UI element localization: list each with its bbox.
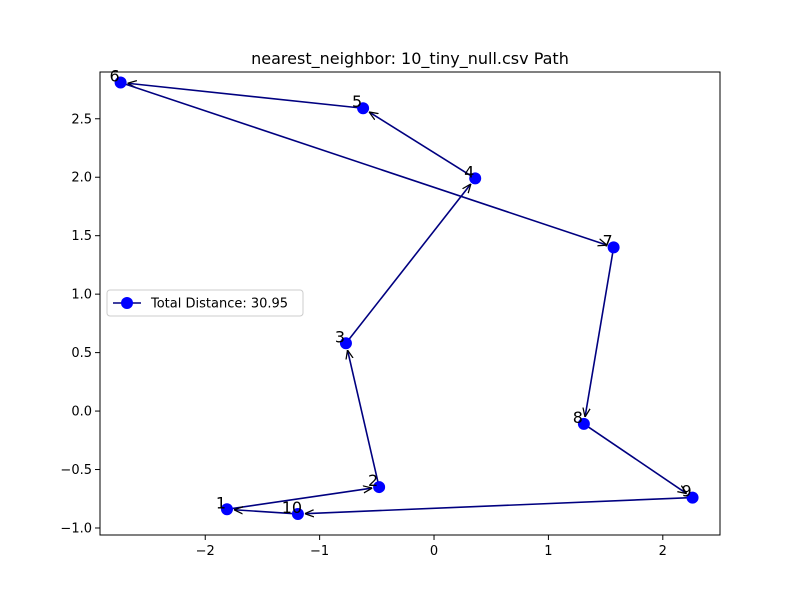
path-segment	[585, 247, 615, 417]
legend-box	[106, 289, 304, 317]
data-point	[339, 337, 352, 350]
data-point	[291, 507, 304, 520]
y-tick-label: 2.5	[71, 112, 92, 127]
data-point	[686, 491, 699, 504]
y-tick-label: 1.5	[71, 229, 92, 244]
path-segment	[128, 83, 364, 110]
plot-area: −2 −1 0 1 2 −1.0 −0.5 0.0 0.5 1.0 1.5 2.0 2.5 1 2 3 4 5 6 7…	[60, 67, 721, 559]
point-label: 6	[109, 67, 119, 86]
x-tick-label: 1	[544, 544, 552, 559]
x-tick-label: −2	[196, 544, 215, 559]
point-label: 9	[681, 482, 691, 501]
point-label: 3	[335, 327, 345, 346]
chart-title: nearest_neighbor: 10_tiny_null.csv Path	[251, 49, 569, 69]
legend-marker	[121, 297, 133, 309]
y-tick-label: 1.0	[71, 288, 92, 303]
y-tick-label: −0.5	[60, 463, 92, 478]
point-label: 10	[282, 498, 302, 517]
path-segment	[583, 423, 687, 494]
path-segment	[369, 112, 476, 180]
y-tick-label: −1.0	[60, 521, 92, 536]
data-point	[357, 102, 370, 115]
path-segment	[305, 496, 693, 514]
y-tick-label: 0.0	[71, 405, 92, 420]
point-label: 5	[352, 92, 362, 111]
point-label: 8	[573, 408, 583, 427]
x-tick-label: 0	[430, 544, 438, 559]
y-tick-label: 0.5	[71, 346, 92, 361]
data-point	[577, 417, 590, 430]
point-label: 7	[603, 231, 613, 250]
data-point	[607, 241, 620, 254]
point-label: 4	[464, 162, 474, 181]
point-label: 2	[368, 471, 378, 490]
path-segment	[234, 510, 298, 515]
y-tick-label: 2.0	[71, 171, 92, 186]
x-tick-label: −1	[310, 544, 329, 559]
x-tick-label: 2	[659, 544, 667, 559]
path-segment	[345, 184, 471, 344]
data-point	[114, 76, 127, 89]
legend-label: Total Distance: 30.95	[150, 297, 288, 312]
data-point	[220, 503, 233, 516]
path-segment	[348, 350, 380, 488]
data-point	[373, 481, 386, 494]
point-label: 1	[216, 493, 226, 512]
data-point	[469, 172, 482, 185]
axes-frame	[99, 71, 721, 536]
path-segment	[226, 488, 372, 511]
path-segment	[120, 81, 607, 246]
